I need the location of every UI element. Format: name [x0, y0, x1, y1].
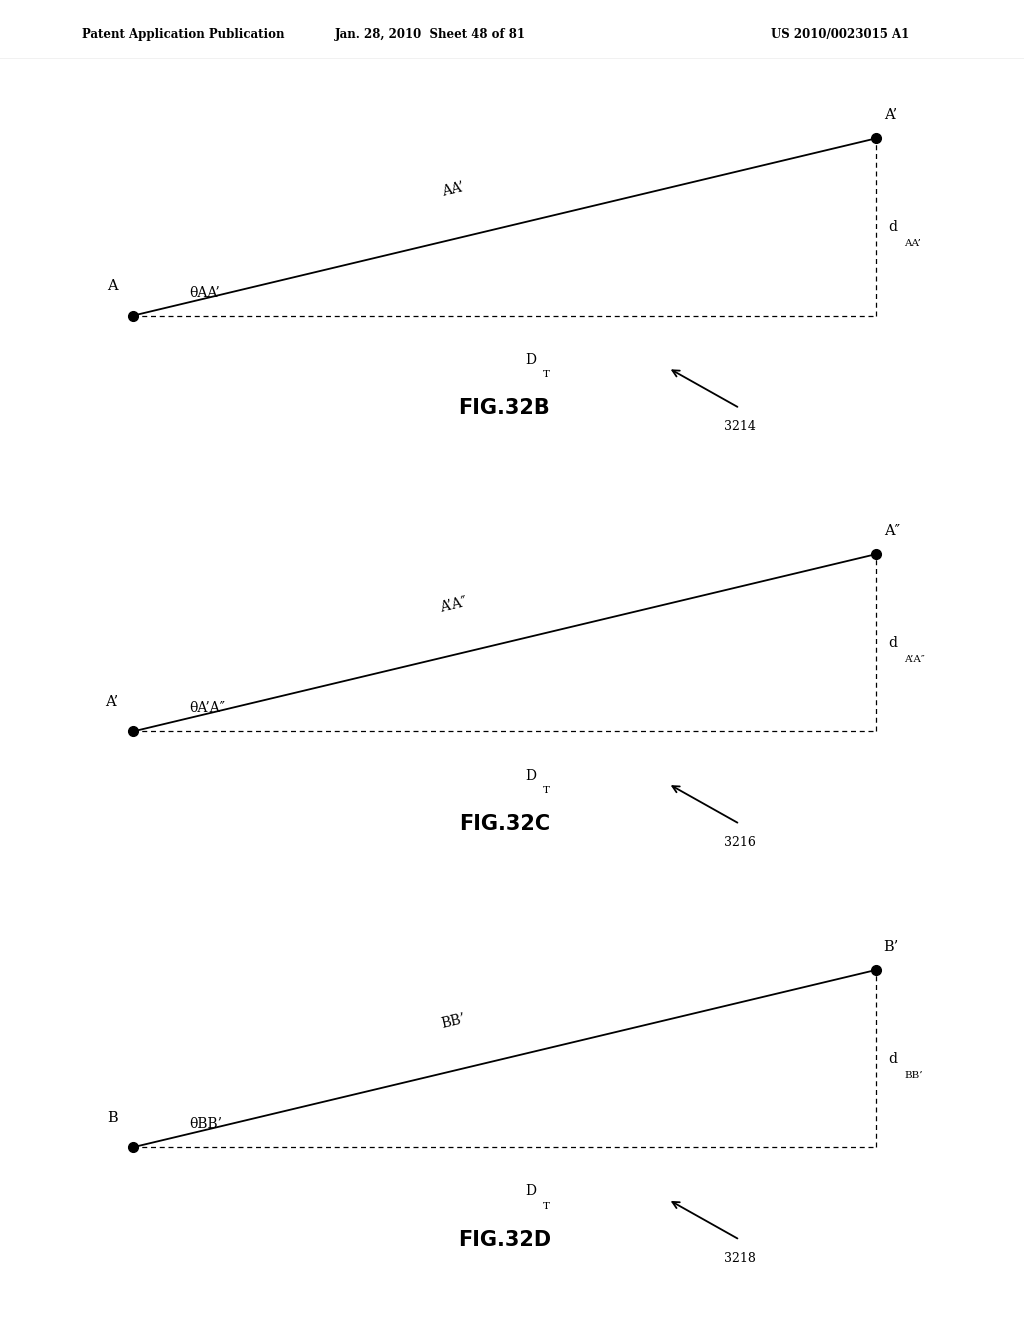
Text: d: d	[888, 636, 897, 649]
Text: Jan. 28, 2010  Sheet 48 of 81: Jan. 28, 2010 Sheet 48 of 81	[335, 28, 525, 41]
Text: A″: A″	[884, 524, 900, 539]
Text: A’: A’	[104, 696, 118, 709]
Text: A’: A’	[884, 108, 897, 123]
Text: D: D	[524, 1184, 536, 1199]
Text: T: T	[543, 1201, 550, 1210]
Text: D: D	[524, 352, 536, 367]
Text: 3218: 3218	[724, 1251, 756, 1265]
Text: θBB’: θBB’	[189, 1117, 222, 1131]
Text: d: d	[888, 1052, 897, 1065]
Text: B: B	[108, 1111, 118, 1125]
Text: B’: B’	[884, 940, 899, 954]
Text: FIG.32C: FIG.32C	[459, 814, 550, 834]
Text: 3214: 3214	[724, 420, 756, 433]
Text: FIG.32D: FIG.32D	[458, 1230, 551, 1250]
Text: θAA’: θAA’	[189, 285, 220, 300]
Text: D: D	[524, 768, 536, 783]
Text: AA’: AA’	[904, 239, 921, 248]
Text: T: T	[543, 370, 550, 379]
Text: Patent Application Publication: Patent Application Publication	[82, 28, 285, 41]
Text: BB’: BB’	[904, 1071, 923, 1080]
Text: BB’: BB’	[439, 1011, 467, 1031]
Text: A’A″: A’A″	[904, 655, 925, 664]
Text: θA’A″: θA’A″	[189, 701, 225, 715]
Text: AA’: AA’	[440, 180, 466, 199]
Text: A’A″: A’A″	[438, 594, 468, 615]
Text: FIG.32B: FIG.32B	[459, 399, 550, 418]
Text: d: d	[888, 220, 897, 234]
Text: T: T	[543, 785, 550, 795]
Text: A: A	[108, 280, 118, 293]
Text: US 2010/0023015 A1: US 2010/0023015 A1	[770, 28, 909, 41]
Text: 3216: 3216	[724, 836, 756, 849]
